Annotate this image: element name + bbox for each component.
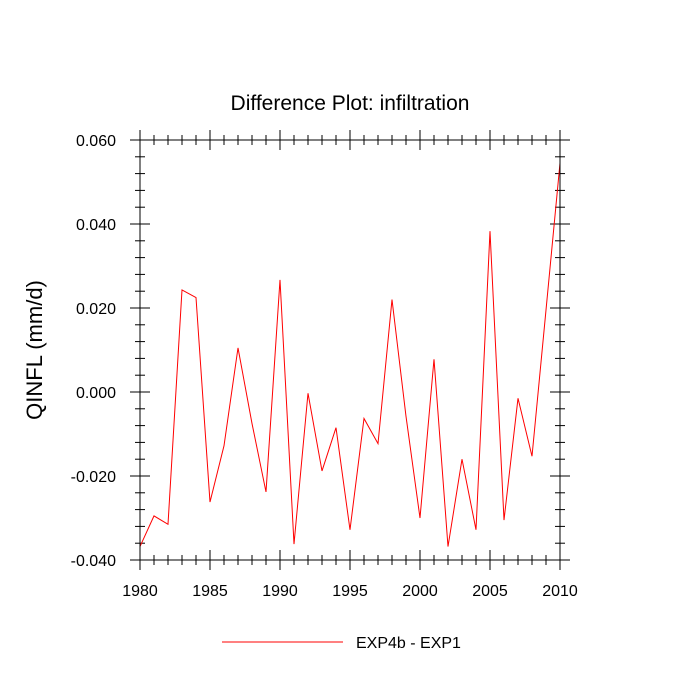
x-tick-label: 1985 [192,583,228,600]
x-tick-label: 1980 [122,583,158,600]
y-tick-label: 0.060 [76,133,116,150]
y-tick-label: -0.040 [71,553,116,570]
legend-label: EXP4b - EXP1 [356,635,461,652]
x-tick-label: 2005 [472,583,508,600]
legend: EXP4b - EXP1 [222,635,461,652]
axis-ticks [130,130,570,570]
y-tick-label: 0.000 [76,385,116,402]
y-tick-label: 0.040 [76,217,116,234]
series-lines [139,163,561,547]
y-tick-label: 0.020 [76,301,116,318]
chart-title: Difference Plot: infiltration [231,92,470,115]
series-line [139,163,561,547]
x-tick-label: 1990 [262,583,298,600]
x-tick-label: 2000 [402,583,438,600]
y-tick-label: -0.020 [71,469,116,486]
plot-frame [139,139,561,561]
x-tick-labels: 1980 1985 1990 1995 2000 2005 2010 [122,583,578,600]
y-tick-labels: -0.040 -0.020 0.000 0.020 0.040 0.060 [71,133,116,570]
x-tick-label: 1995 [332,583,368,600]
x-tick-label: 2010 [542,583,578,600]
y-axis-label: QINFL (mm/d) [22,280,47,420]
